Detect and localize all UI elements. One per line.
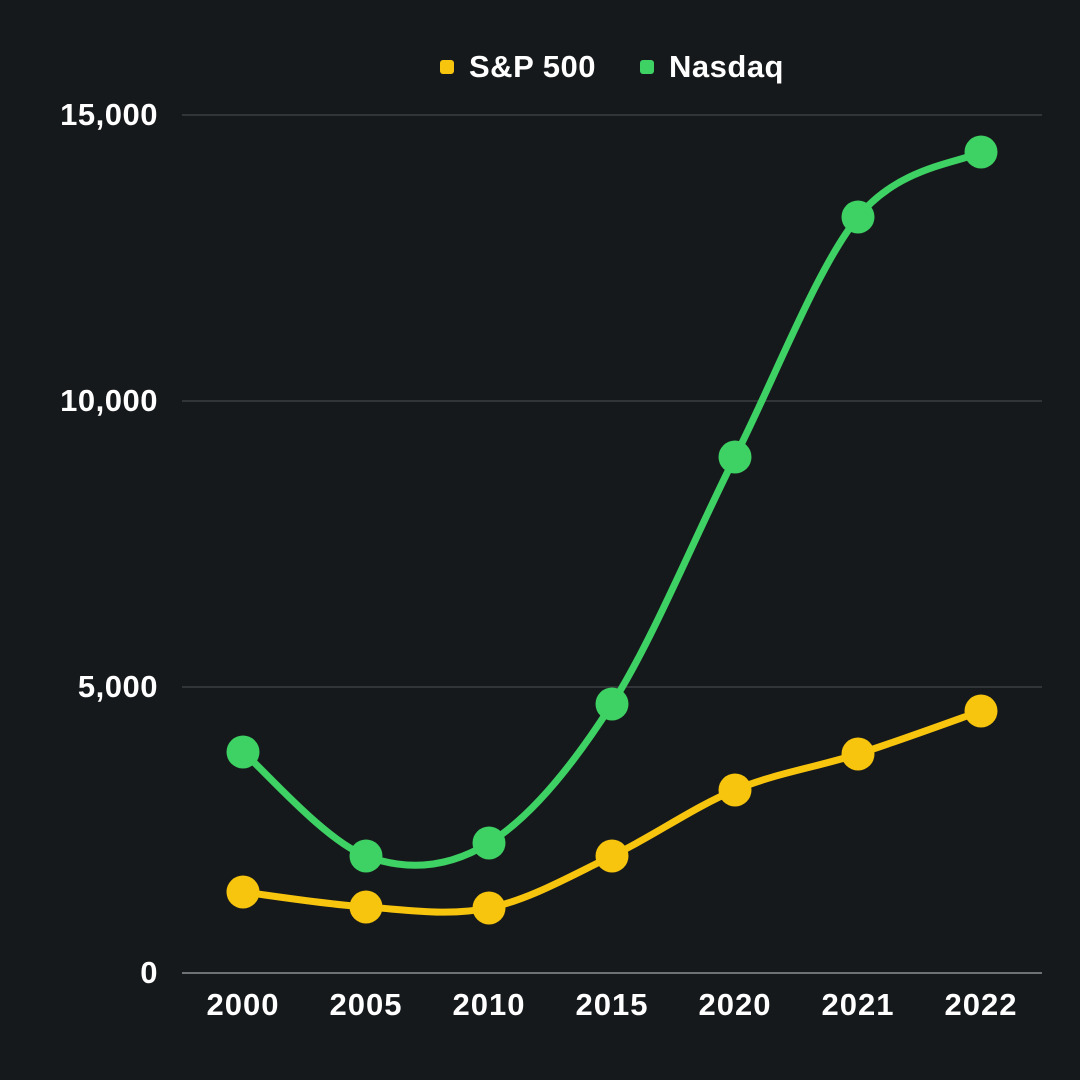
x-tick-label: 2022 (944, 987, 1018, 1022)
data-point-nasdaq (349, 839, 383, 873)
x-tick-label: 2020 (698, 987, 772, 1022)
data-point-nasdaq (718, 440, 752, 474)
x-tick-label: 2000 (206, 987, 280, 1022)
y-tick-label: 5,000 (77, 669, 158, 704)
data-point-nasdaq (595, 687, 629, 721)
data-point-nasdaq (226, 735, 260, 769)
y-tick-label: 0 (140, 955, 158, 990)
y-tick-label: 10,000 (60, 383, 158, 418)
series-line-sp500 (239, 707, 985, 916)
data-point-sp500 (841, 737, 875, 771)
x-tick-label: 2015 (575, 987, 649, 1022)
data-point-nasdaq (841, 200, 875, 234)
legend-item-nasdaq: Nasdaq (640, 49, 784, 85)
x-tick-label: 2021 (821, 987, 895, 1022)
data-point-nasdaq (472, 826, 506, 860)
data-point-nasdaq (964, 135, 998, 169)
x-tick-label: 2010 (452, 987, 526, 1022)
y-tick-label: 15,000 (60, 97, 158, 132)
x-tick-label: 2005 (329, 987, 403, 1022)
legend: S&P 500 Nasdaq (182, 48, 1042, 86)
data-point-sp500 (964, 694, 998, 728)
data-point-sp500 (472, 891, 506, 925)
sp500-swatch-icon (440, 60, 454, 74)
data-point-sp500 (718, 773, 752, 807)
legend-item-sp500: S&P 500 (440, 49, 596, 85)
legend-label: Nasdaq (669, 49, 784, 84)
nasdaq-swatch-icon (640, 60, 655, 74)
legend-label: S&P 500 (469, 49, 597, 84)
data-point-sp500 (349, 890, 383, 924)
data-point-sp500 (226, 875, 260, 909)
data-point-sp500 (595, 839, 629, 873)
